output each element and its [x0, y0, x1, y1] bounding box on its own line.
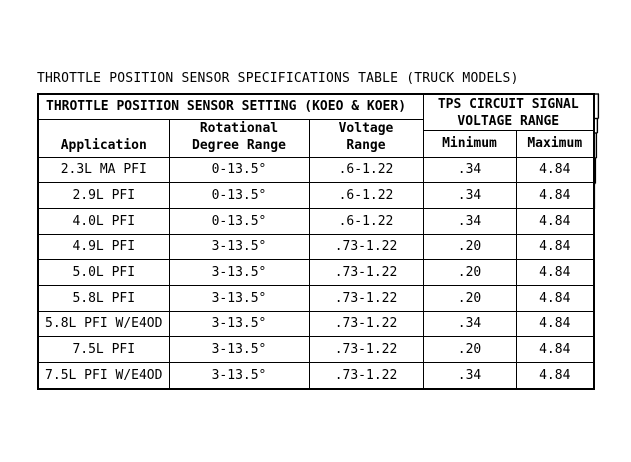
- cell-minimum: .20: [422, 284, 517, 312]
- cell-rotational-degree-range: 3-13.5°: [168, 362, 310, 390]
- cell-rotational-degree-range: 3-13.5°: [168, 233, 310, 261]
- cell-voltage-range: .73-1.22: [308, 362, 424, 390]
- cell-minimum: .20: [422, 336, 517, 363]
- cell-rotational-degree-range: 3-13.5°: [168, 336, 310, 363]
- cell-maximum: 4.84: [515, 362, 595, 390]
- cell-rotational-degree-range: 3-13.5°: [168, 310, 310, 338]
- cell-voltage-range: .73-1.22: [308, 259, 424, 286]
- cell-maximum: 4.84: [515, 156, 595, 184]
- cell-application: 4.9L PFI: [37, 233, 170, 261]
- table-row: 7.5L PFI W/E4OD 3-13.5° .73-1.22 .34 4.8…: [37, 362, 595, 390]
- cell-voltage-range: .73-1.22: [308, 336, 424, 363]
- table-row: 5.8L PFI 3-13.5° .73-1.22 .20 4.84: [37, 284, 595, 312]
- cell-minimum: .34: [422, 362, 517, 390]
- table-row: 4.0L PFI 0-13.5° .6-1.22 .34 4.84: [37, 207, 595, 235]
- cell-voltage-range: .73-1.22: [308, 284, 424, 312]
- cell-minimum: .20: [422, 259, 517, 286]
- cell-rotational-degree-range: 0-13.5°: [168, 207, 310, 235]
- cell-application: 5.0L PFI: [37, 259, 170, 286]
- cell-maximum: 4.84: [515, 233, 595, 261]
- table-row: 5.8L PFI W/E4OD 3-13.5° .73-1.22 .34 4.8…: [37, 310, 595, 338]
- cell-application: 7.5L PFI W/E4OD: [37, 362, 170, 390]
- table-header: THROTTLE POSITION SENSOR SETTING (KOEO &…: [37, 93, 595, 158]
- column-header-application: Application: [37, 118, 170, 158]
- cell-rotational-degree-range: 3-13.5°: [168, 259, 310, 286]
- cell-maximum: 4.84: [515, 310, 595, 338]
- cell-maximum: 4.84: [515, 182, 595, 209]
- cell-voltage-range: .6-1.22: [308, 182, 424, 209]
- table-row: 4.9L PFI 3-13.5° .73-1.22 .20 4.84: [37, 233, 595, 261]
- column-header-minimum: Minimum: [422, 130, 517, 158]
- cell-application: 2.3L MA PFI: [37, 156, 170, 184]
- table-row: 2.3L MA PFI 0-13.5° .6-1.22 .34 4.84: [37, 156, 595, 184]
- cell-minimum: .20: [422, 233, 517, 261]
- cell-minimum: .34: [422, 310, 517, 338]
- table-row: 5.0L PFI 3-13.5° .73-1.22 .20 4.84: [37, 259, 595, 286]
- cell-rotational-degree-range: 3-13.5°: [168, 284, 310, 312]
- table-row: 2.9L PFI 0-13.5° .6-1.22 .34 4.84: [37, 182, 595, 209]
- column-header-rotational-degree-range: Rotational Degree Range: [168, 118, 310, 158]
- cell-voltage-range: .73-1.22: [308, 233, 424, 261]
- cell-application: 2.9L PFI: [37, 182, 170, 209]
- group-header-sensor-setting: THROTTLE POSITION SENSOR SETTING (KOEO &…: [37, 93, 424, 120]
- cell-rotational-degree-range: 0-13.5°: [168, 182, 310, 209]
- table-row: 7.5L PFI 3-13.5° .73-1.22 .20 4.84: [37, 336, 595, 363]
- cell-minimum: .34: [422, 182, 517, 209]
- cell-maximum: 4.84: [515, 259, 595, 286]
- cell-application: 5.8L PFI W/E4OD: [37, 310, 170, 338]
- cell-maximum: 4.84: [515, 336, 595, 363]
- table-body: 2.3L MA PFI 0-13.5° .6-1.22 .34 4.84 2.9…: [37, 156, 595, 390]
- cell-maximum: 4.84: [515, 284, 595, 312]
- spec-table: THROTTLE POSITION SENSOR SETTING (KOEO &…: [37, 93, 596, 390]
- column-header-maximum: Maximum: [515, 130, 595, 158]
- cell-voltage-range: .6-1.22: [308, 207, 424, 235]
- cell-voltage-range: .6-1.22: [308, 156, 424, 184]
- page-title: THROTTLE POSITION SENSOR SPECIFICATIONS …: [37, 71, 519, 86]
- cell-minimum: .34: [422, 156, 517, 184]
- cell-minimum: .34: [422, 207, 517, 235]
- cell-maximum: 4.84: [515, 207, 595, 235]
- cell-application: 5.8L PFI: [37, 284, 170, 312]
- cell-application: 7.5L PFI: [37, 336, 170, 363]
- column-header-voltage-range: Voltage Range: [308, 118, 424, 158]
- cell-voltage-range: .73-1.22: [308, 310, 424, 338]
- group-header-tps-voltage-range: TPS CIRCUIT SIGNAL VOLTAGE RANGE: [422, 93, 595, 132]
- cell-rotational-degree-range: 0-13.5°: [168, 156, 310, 184]
- cell-application: 4.0L PFI: [37, 207, 170, 235]
